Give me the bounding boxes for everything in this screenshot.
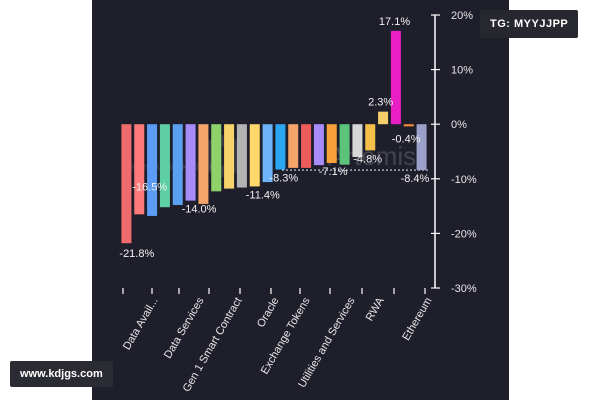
data-label: -7.1% <box>319 166 348 178</box>
y-tick-label: 20% <box>451 10 473 22</box>
bar <box>403 124 414 127</box>
bar <box>352 124 363 157</box>
bar <box>326 124 337 163</box>
y-tick-label: -20% <box>451 228 477 240</box>
telegram-watermark: TG: MYYJJPP <box>480 10 579 38</box>
y-tick-label: -30% <box>451 283 477 295</box>
site-watermark: www.kdjgs.com <box>10 361 113 387</box>
category-label: Ethereum <box>400 296 434 343</box>
y-tick-label: -10% <box>451 174 477 186</box>
category-label: Oracle <box>255 296 282 330</box>
bar <box>236 124 247 188</box>
data-label: 17.1% <box>379 16 410 28</box>
bar <box>249 124 260 187</box>
data-label: 2.3% <box>368 97 393 109</box>
bar <box>416 124 427 171</box>
data-label: -11.4% <box>246 189 280 201</box>
y-tick-label: 10% <box>451 65 473 77</box>
bar <box>172 124 183 206</box>
data-label: -14.0% <box>182 204 217 216</box>
data-label: -16.5% <box>132 181 167 193</box>
bar <box>275 124 286 170</box>
data-label: -21.8% <box>119 248 154 260</box>
chart-panel: Artemis ...ssets Unlocked... Bl... -21.8… <box>92 0 509 400</box>
bar <box>288 124 299 168</box>
bar <box>198 124 209 204</box>
bar <box>185 124 196 201</box>
bar-chart: Artemis ...ssets Unlocked... Bl... -21.8… <box>119 10 477 394</box>
data-label: -4.8% <box>353 153 382 165</box>
data-label: -8.3% <box>269 173 298 185</box>
bar <box>262 124 273 183</box>
bar <box>224 124 235 189</box>
bar <box>313 124 324 166</box>
bar <box>378 111 389 125</box>
category-label: RWA <box>364 295 387 323</box>
bar <box>147 124 158 216</box>
bar <box>159 124 170 208</box>
data-label: -0.4% <box>392 133 421 145</box>
bar <box>121 124 132 244</box>
bar <box>211 124 222 192</box>
bar <box>365 124 376 151</box>
bar <box>134 124 145 215</box>
bar <box>301 124 312 168</box>
bar <box>390 30 401 125</box>
y-tick-label: 0% <box>451 119 467 131</box>
data-label: -8.4% <box>401 173 430 185</box>
bar <box>339 124 350 165</box>
category-label: Data Avail... <box>121 296 161 353</box>
category-label: Data Services <box>162 295 207 361</box>
